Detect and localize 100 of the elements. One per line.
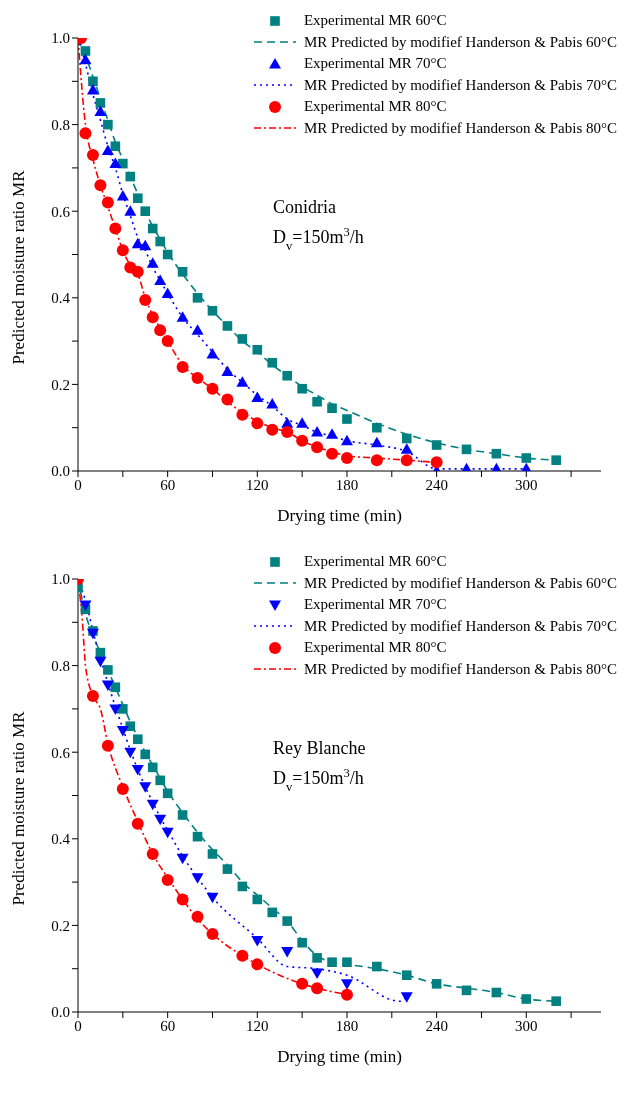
y-tick-label: 0.8	[51, 116, 70, 133]
point	[252, 344, 263, 355]
point	[326, 428, 339, 439]
point	[86, 148, 99, 161]
point	[124, 747, 137, 759]
y-tick-label: 0.6	[51, 203, 71, 220]
point	[312, 953, 322, 963]
point	[206, 892, 219, 904]
point	[94, 656, 107, 668]
point	[191, 873, 204, 884]
legend-label: MR Predicted by modifief Handerson & Pabis 80°C	[303, 659, 617, 679]
point	[311, 968, 324, 980]
point	[176, 361, 189, 374]
point	[139, 239, 152, 251]
legend-label: MR Predicted by modifief Handerson & Pabis 80°C	[303, 118, 617, 138]
legend-label: Experimental MR 80°C	[303, 638, 447, 657]
point	[103, 119, 113, 130]
point	[94, 179, 107, 192]
point	[177, 810, 188, 820]
legend-label: MR Predicted by modifief Handerson & Pabis 60°C	[303, 573, 617, 593]
point	[296, 417, 309, 428]
point	[251, 958, 264, 971]
y-tick-label: 0.0	[51, 1004, 70, 1021]
x-tick-label: 180	[335, 476, 359, 493]
point	[161, 827, 174, 839]
point	[206, 382, 219, 395]
point	[177, 267, 188, 277]
point	[551, 455, 561, 465]
point	[131, 265, 144, 278]
point	[236, 376, 249, 387]
point	[116, 726, 129, 737]
point	[296, 434, 309, 447]
x-tick-label: 240	[425, 1017, 448, 1034]
point	[297, 937, 307, 948]
point	[79, 127, 92, 140]
point	[266, 423, 279, 436]
point	[400, 454, 413, 467]
point	[551, 996, 561, 1006]
y-axis-title: Predicted moisture ratio MR	[9, 169, 29, 365]
point	[312, 396, 322, 407]
point	[131, 765, 144, 776]
point	[80, 46, 91, 56]
point	[191, 324, 204, 335]
point	[161, 287, 174, 298]
point	[236, 949, 249, 962]
point	[340, 434, 353, 446]
point	[207, 305, 218, 316]
point	[311, 982, 324, 995]
point	[86, 628, 99, 640]
x-tick-label: 300	[515, 1017, 538, 1034]
point	[222, 864, 233, 874]
point	[161, 335, 174, 348]
legend-label: MR Predicted by modifief Handerson & Pabis 60°C	[303, 32, 617, 52]
point	[267, 357, 278, 368]
point	[401, 433, 412, 444]
point	[103, 665, 113, 675]
point	[221, 393, 234, 406]
y-tick-label: 1.0	[51, 571, 70, 588]
point	[86, 689, 99, 702]
point	[207, 849, 218, 859]
point	[154, 274, 167, 285]
point	[340, 988, 353, 1001]
point	[372, 961, 382, 972]
point	[139, 293, 152, 306]
point	[176, 853, 189, 865]
point	[236, 408, 249, 421]
legend-label: Experimental MR 70°C	[303, 595, 447, 614]
x-tick-label: 120	[246, 476, 269, 493]
point	[161, 873, 174, 886]
point	[282, 370, 292, 381]
point	[296, 977, 309, 990]
legend-label: Experimental MR 60°C	[303, 552, 447, 571]
point	[342, 957, 352, 968]
x-tick-label: 0	[74, 1017, 82, 1034]
point	[521, 994, 532, 1004]
point	[206, 348, 219, 359]
point	[430, 456, 443, 469]
point	[94, 105, 107, 117]
point	[155, 236, 165, 247]
y-tick-label: 0.0	[51, 463, 70, 480]
point	[340, 979, 353, 990]
point	[340, 452, 353, 465]
point	[251, 417, 264, 430]
legend-label: Experimental MR 70°C	[303, 54, 447, 73]
x-tick-label: 120	[246, 1017, 269, 1034]
point	[311, 426, 324, 437]
point	[132, 734, 143, 745]
point	[116, 190, 129, 201]
point	[109, 157, 122, 169]
legend-label: Experimental MR 60°C	[303, 11, 447, 30]
point	[140, 749, 151, 760]
point	[139, 782, 152, 793]
annotation: Conidria	[273, 197, 336, 217]
point	[101, 144, 114, 156]
point	[110, 682, 121, 693]
point	[192, 293, 203, 303]
point	[311, 441, 324, 454]
point	[109, 222, 122, 235]
point	[109, 704, 122, 715]
point	[206, 928, 219, 941]
